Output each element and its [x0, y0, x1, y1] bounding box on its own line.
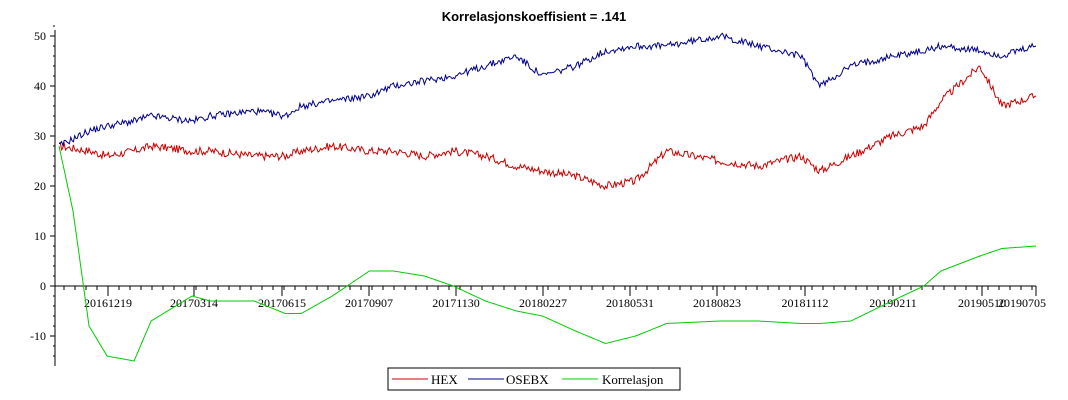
series-line-hex: [59, 65, 1037, 191]
x-tick-label: 20170314: [170, 296, 218, 310]
y-tick-label: 20: [34, 179, 46, 193]
x-tick-label: 20161219: [84, 296, 132, 310]
x-tick-label: 20170615: [258, 296, 306, 310]
x-tick-label: 20180823: [693, 296, 741, 310]
y-tick-label: 50: [34, 29, 46, 43]
series-layer: [58, 32, 1037, 362]
y-tick-label: 0: [40, 279, 46, 293]
x-tick-label: 20190211: [869, 296, 917, 310]
legend-box: [387, 367, 681, 391]
y-tick-label: 40: [34, 79, 46, 93]
x-tick-label: 20170907: [345, 296, 393, 310]
y-tick-label: 30: [34, 129, 46, 143]
legend-label-hex: HEX: [431, 372, 458, 387]
x-tick-label: 20180227: [519, 296, 567, 310]
x-tick-label: 20190705: [998, 296, 1046, 310]
y-tick-label: 10: [34, 229, 46, 243]
legend: HEX OSEBX Korrelasjon: [387, 367, 681, 391]
series-line-korrelasjon: [58, 145, 1037, 362]
chart-title: Korrelasjonskoeffisient = .141: [442, 9, 627, 24]
x-tick-label: 20180531: [606, 296, 654, 310]
y-tick-label: -10: [30, 329, 46, 343]
legend-label-korrelasjon: Korrelasjon: [602, 372, 664, 387]
x-tick-label: 20171130: [432, 296, 480, 310]
x-tick-label: 20190510: [958, 296, 1006, 310]
x-tick-label: 20181112: [781, 296, 828, 310]
legend-label-osebx: OSEBX: [506, 372, 549, 387]
series-line-osebx: [58, 32, 1037, 148]
